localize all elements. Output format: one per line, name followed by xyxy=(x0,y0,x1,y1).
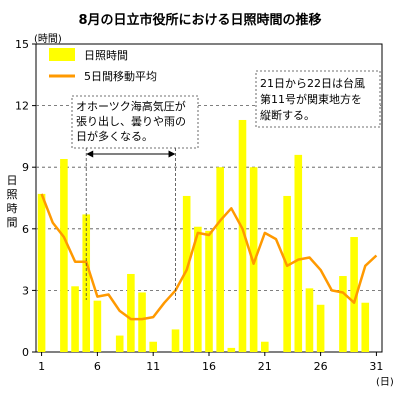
bar xyxy=(37,193,46,352)
bar xyxy=(361,302,370,352)
bar xyxy=(71,286,79,352)
bar xyxy=(127,273,135,352)
annotation-arrow-left xyxy=(86,150,94,158)
bar xyxy=(205,230,213,352)
bar xyxy=(350,237,358,352)
bar-series xyxy=(37,119,370,353)
annotation-text-1: オホーツク海高気圧が xyxy=(76,99,186,113)
legend-line-label: 5日間移動平均 xyxy=(84,69,157,83)
bar xyxy=(93,300,102,352)
y-axis-label: 日照時間 xyxy=(7,174,18,229)
annotation-text-1: 日が多くなる。 xyxy=(76,129,153,143)
y-unit-label: (時間) xyxy=(34,33,62,45)
y-tick-label: 6 xyxy=(22,223,29,236)
y-axis-label-char: 日 xyxy=(7,174,18,187)
bar xyxy=(261,341,269,352)
bar xyxy=(316,304,325,352)
line-series xyxy=(40,193,378,321)
y-axis-label-char: 時 xyxy=(7,202,18,215)
x-unit-label: (日) xyxy=(376,377,394,388)
bar xyxy=(227,347,236,352)
annotation-box-2 xyxy=(255,70,381,128)
chart-title: 8月の日立市役所における日照時間の推移 xyxy=(78,12,321,28)
bar xyxy=(339,276,347,352)
y-tick-label: 3 xyxy=(22,284,29,297)
x-axis-ticks: 1 6 11 16 21 26 31 xyxy=(38,352,383,373)
y-axis-label-char: 照 xyxy=(7,188,18,201)
bar xyxy=(171,329,180,352)
y-tick-label: 9 xyxy=(22,161,29,174)
annotation-text-2: 縦断する。 xyxy=(260,108,315,122)
x-tick-label: 6 xyxy=(94,360,101,373)
bar xyxy=(249,167,258,352)
bar xyxy=(305,288,314,352)
x-tick-label: 31 xyxy=(369,360,383,373)
x-tick-label: 21 xyxy=(258,360,272,373)
x-tick-label: 16 xyxy=(202,360,216,373)
x-tick-label: 26 xyxy=(314,360,328,373)
bar xyxy=(283,195,291,352)
x-tick-label: 1 xyxy=(38,360,45,373)
legend: 日照時間 5日間移動平均 xyxy=(49,48,157,83)
bar xyxy=(294,154,303,352)
legend-bar-label: 日照時間 xyxy=(84,49,128,62)
annotation-box-1 xyxy=(71,95,199,149)
y-axis-label-char: 間 xyxy=(7,216,18,229)
y-axis-ticks: 0 3 6 9 12 15 xyxy=(15,38,36,359)
bar xyxy=(182,195,191,352)
annotation-text-2: 第11号が関東地方を xyxy=(260,92,362,106)
annotation-text-2: 21日から22日は台風 xyxy=(260,76,365,90)
bar xyxy=(238,119,247,353)
x-tick-label: 11 xyxy=(146,360,160,373)
moving-average-line xyxy=(40,193,378,321)
bar xyxy=(138,292,146,352)
bar xyxy=(60,158,68,352)
bar xyxy=(216,167,224,352)
bar xyxy=(115,335,124,352)
bar xyxy=(194,226,202,352)
annotation-text-1: 張り出し、曇りや雨の xyxy=(76,114,186,128)
legend-bar-swatch xyxy=(49,48,75,61)
annotation-arrow-right xyxy=(168,150,176,158)
y-tick-label: 0 xyxy=(22,346,29,359)
y-tick-label: 15 xyxy=(15,38,29,51)
y-tick-label: 12 xyxy=(15,100,29,113)
bar xyxy=(149,341,157,352)
